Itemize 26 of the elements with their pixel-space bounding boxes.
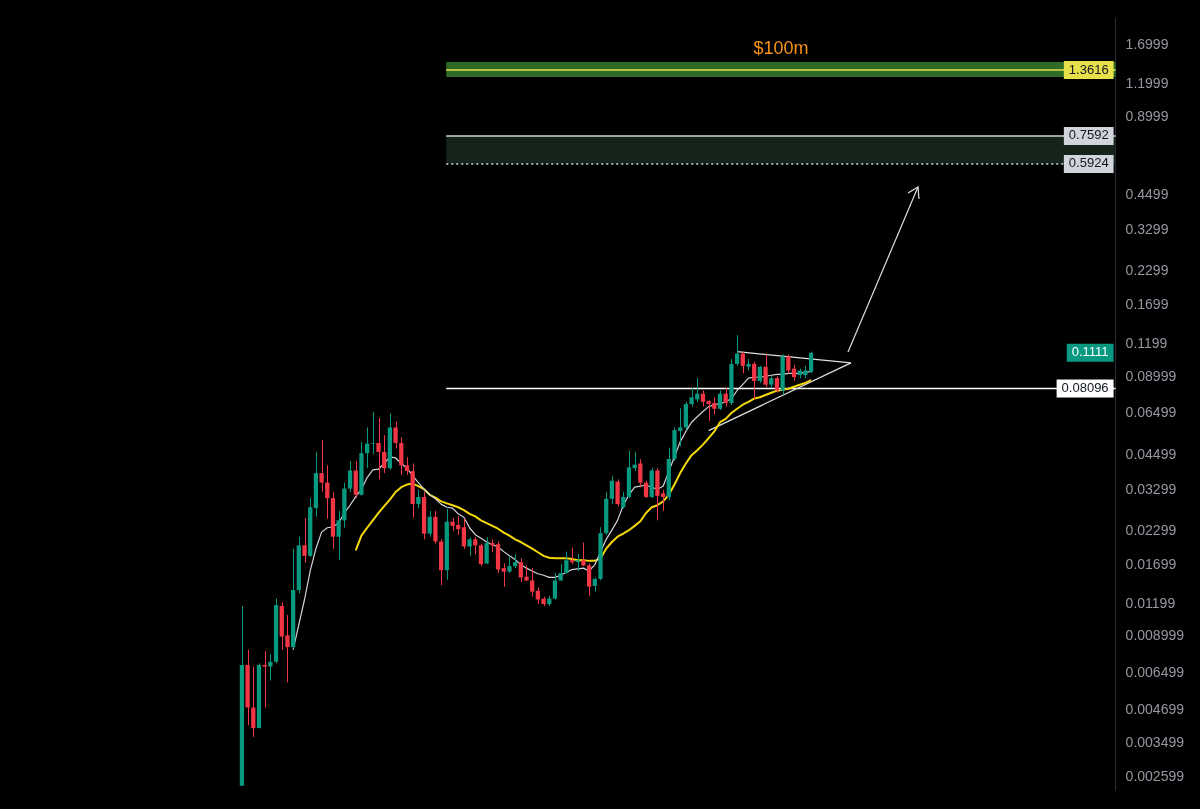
band-label: $100m xyxy=(753,38,809,59)
y-tick-label: 0.06499 xyxy=(1125,404,1177,421)
annotation: 0.1111 xyxy=(1071,344,1109,360)
ref-line-label: 0.5924 xyxy=(1068,155,1109,171)
y-tick-label: 0.04499 xyxy=(1125,445,1177,462)
y-tick-label: 0.02299 xyxy=(1125,521,1177,538)
y-tick-label: 0.2299 xyxy=(1125,261,1169,278)
ref-line-label: 1.3616 xyxy=(1068,61,1109,77)
y-tick-label: 0.008999 xyxy=(1125,627,1185,644)
ref-line-label: 0.7592 xyxy=(1068,127,1109,143)
y-tick-label: 0.01199 xyxy=(1125,595,1176,612)
y-tick-label: 0.1199 xyxy=(1125,335,1168,352)
y-tick-label: 1.1999 xyxy=(1125,75,1169,92)
y-tick-label: 0.1699 xyxy=(1125,295,1169,312)
y-tick-label: 0.08999 xyxy=(1125,367,1177,384)
y-tick-label: 0.006499 xyxy=(1125,664,1185,681)
y-tick-label: 0.003499 xyxy=(1125,734,1185,751)
y-tick-label: 1.6999 xyxy=(1125,35,1169,52)
y-tick-label: 0.4499 xyxy=(1125,185,1169,202)
y-tick-label: 0.002599 xyxy=(1125,767,1185,784)
y-tick-label: 0.004699 xyxy=(1125,700,1185,717)
y-tick-label: 0.01699 xyxy=(1125,555,1177,572)
y-tick-label: 0.03299 xyxy=(1125,480,1177,497)
y-tick-label: 0.8999 xyxy=(1125,107,1169,124)
ref-line-label: 0.08096 xyxy=(1061,380,1109,396)
y-tick-label: 0.3299 xyxy=(1125,220,1169,237)
